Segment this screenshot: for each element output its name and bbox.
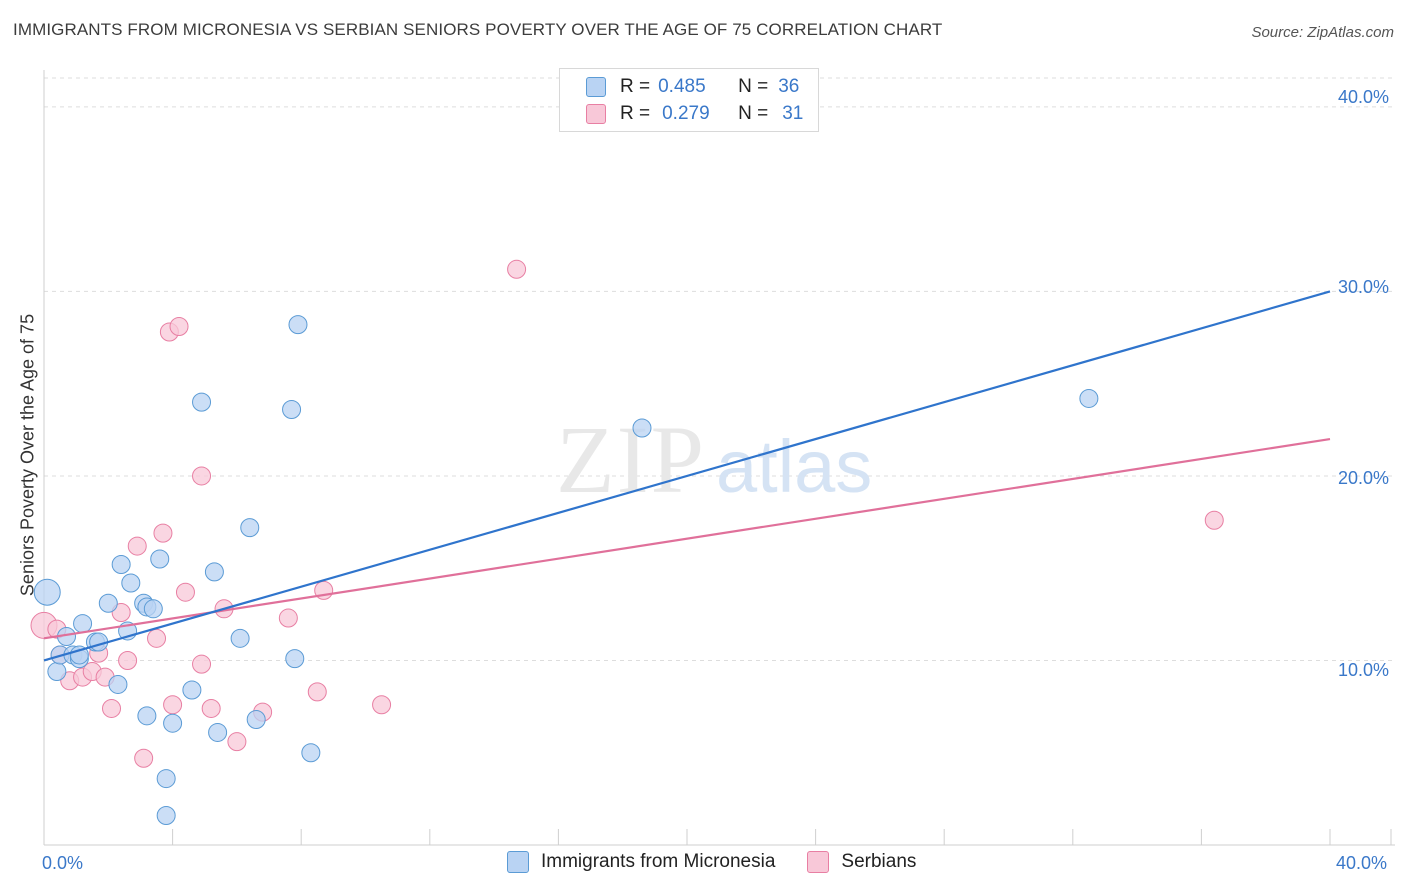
- micronesia-point: [47, 662, 67, 682]
- serbians-point: [153, 523, 173, 543]
- serbians-point: [372, 695, 392, 715]
- micronesia-point: [108, 674, 128, 694]
- micronesia-point: [121, 573, 141, 593]
- serbians-point: [134, 748, 154, 768]
- legend-item-micronesia: Immigrants from Micronesia: [507, 851, 775, 873]
- legend-swatch-serbians: [807, 851, 830, 873]
- legend-r-label: R =: [620, 76, 651, 97]
- y-tick-label-40: 40.0%: [1338, 87, 1390, 107]
- watermark: ZIP atlas: [556, 406, 872, 513]
- serbians-point: [1204, 510, 1224, 530]
- serbians-point: [201, 698, 221, 718]
- micronesia-point: [150, 549, 170, 569]
- micronesia-point: [1079, 388, 1099, 408]
- legend-label-micronesia: Immigrants from Micronesia: [541, 851, 776, 872]
- legend-row-micronesia: R = 0.485 N = 36: [586, 74, 800, 100]
- serbians-point: [278, 608, 298, 628]
- serbians-point: [147, 628, 167, 648]
- legend-swatch-micronesia: [507, 851, 529, 873]
- micronesia-point: [282, 400, 302, 420]
- y-axis-label: Seniors Poverty Over the Age of 75: [17, 313, 38, 597]
- micronesia-point: [204, 562, 224, 582]
- micronesia-point: [98, 593, 118, 613]
- micronesia-point: [285, 649, 305, 669]
- legend-label-serbians: Serbians: [841, 851, 917, 872]
- series-serbians: [30, 259, 1224, 768]
- micronesia-point: [182, 680, 202, 700]
- micronesia-point: [163, 713, 183, 733]
- y-tick-label-20: 20.0%: [1338, 468, 1390, 488]
- serbians-point: [307, 682, 327, 702]
- micronesia-point: [156, 769, 176, 789]
- x-tick-label-max: 40.0%: [1336, 853, 1388, 873]
- micronesia-point: [111, 555, 131, 575]
- micronesia-point: [192, 392, 212, 412]
- watermark-atlas: atlas: [716, 425, 872, 508]
- series-micronesia: [33, 315, 1099, 825]
- micronesia-point: [208, 722, 228, 742]
- source-label: Source: ZipAtlas.com: [1251, 24, 1394, 41]
- serbians-point: [102, 698, 122, 718]
- legend-item-serbians: Serbians: [807, 851, 916, 873]
- serbians-point: [175, 582, 195, 602]
- micronesia-point: [632, 418, 652, 438]
- y-tick-label-10: 10.0%: [1338, 660, 1390, 680]
- legend-swatch-serbians: [586, 104, 606, 124]
- micronesia-point: [143, 599, 163, 619]
- legend-n-value: 31: [782, 103, 804, 124]
- watermark-zip: ZIP: [556, 406, 706, 513]
- micronesia-point: [33, 578, 61, 606]
- legend-r-value: 0.485: [658, 76, 706, 97]
- micronesia-point: [230, 628, 250, 648]
- trend-line-micronesia: [43, 290, 1331, 662]
- micronesia-point: [156, 805, 176, 825]
- correlation-legend: R = 0.485 N = 36 R = 0.279 N = 31: [559, 68, 819, 132]
- serbians-point: [169, 316, 189, 336]
- micronesia-point: [73, 614, 93, 634]
- legend-r-value: 0.279: [662, 103, 710, 124]
- x-tick-label-min: 0.0%: [42, 853, 84, 873]
- legend-n-label: N =: [738, 103, 769, 124]
- micronesia-point: [137, 706, 157, 726]
- trend-line-serbians: [43, 437, 1331, 640]
- trend-lines: [43, 290, 1331, 662]
- micronesia-point: [69, 645, 89, 665]
- legend-n-value: 36: [778, 76, 800, 97]
- serbians-point: [127, 536, 147, 556]
- serbians-point: [227, 732, 247, 752]
- micronesia-point: [301, 743, 321, 763]
- micronesia-point: [288, 315, 308, 335]
- legend-n-label: N =: [738, 76, 769, 97]
- grid: [44, 77, 1395, 661]
- serbians-point: [118, 650, 138, 670]
- serbians-point: [163, 695, 183, 715]
- legend-swatch-micronesia: [586, 77, 606, 97]
- legend-r-label: R =: [620, 103, 651, 124]
- micronesia-point: [246, 710, 266, 730]
- serbians-point: [192, 466, 212, 486]
- chart-title: IMMIGRANTS FROM MICRONESIA VS SERBIAN SE…: [13, 20, 943, 39]
- serbians-point: [507, 259, 527, 279]
- micronesia-point: [240, 518, 260, 538]
- axes: [43, 70, 1395, 846]
- series-legend: Immigrants from Micronesia Serbians: [507, 851, 948, 873]
- legend-row-serbians: R = 0.279 N = 31: [586, 101, 804, 127]
- serbians-point: [192, 654, 212, 674]
- y-tick-label-30: 30.0%: [1338, 277, 1390, 297]
- serbians-point: [111, 603, 131, 622]
